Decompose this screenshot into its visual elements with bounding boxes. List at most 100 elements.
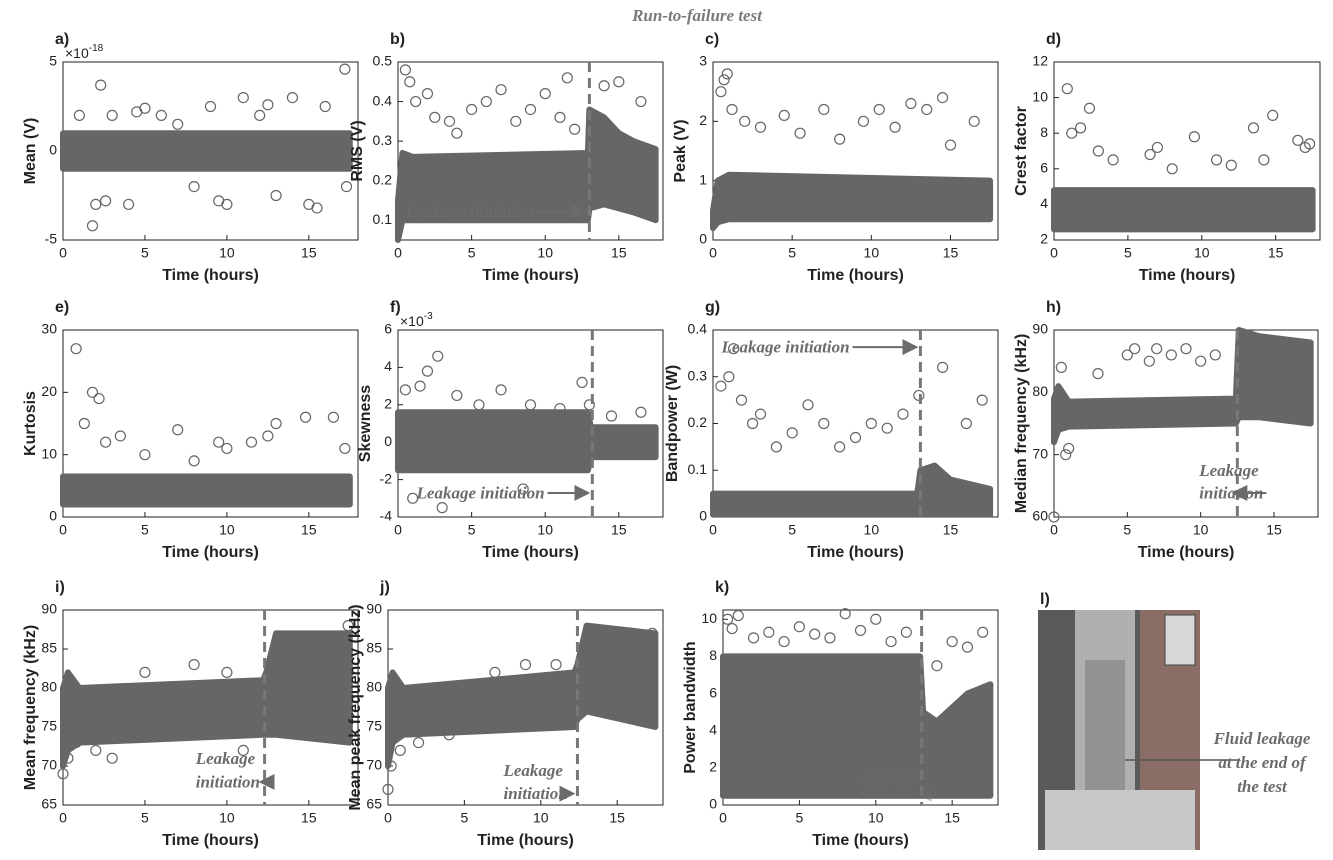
x-tick-label: 5: [468, 245, 476, 261]
y-tick-label: 6: [1040, 160, 1048, 176]
dense-band: [60, 473, 353, 508]
point: [339, 442, 351, 455]
point: [735, 394, 748, 406]
y-tick-label: 70: [1032, 445, 1048, 461]
point: [857, 115, 870, 127]
point: [473, 399, 485, 411]
y-tick-label: 3: [699, 53, 707, 69]
x-tick-label: 5: [1124, 245, 1132, 261]
dense-band: [710, 171, 994, 232]
point: [561, 72, 573, 84]
y-tick-label: 20: [41, 383, 57, 399]
point: [1151, 343, 1163, 355]
x-axis-label: Time (hours): [477, 832, 574, 849]
point: [554, 111, 566, 123]
point: [793, 621, 805, 633]
x-tick-label: 10: [533, 810, 549, 826]
point: [727, 343, 740, 355]
chart-panel: 0 5 10 15 60 70 80 90 h) Time (hours) Median frequ…: [1013, 299, 1319, 561]
x-tick-label: 5: [788, 245, 796, 261]
chart-panel: 0 5 10 15 0 0.1 0.2 0.3 0.4 g) Time (hours) Bandpow…: [664, 299, 999, 561]
point: [885, 635, 897, 648]
point: [340, 181, 353, 193]
annotation: initiation: [504, 784, 568, 803]
point: [1292, 134, 1304, 146]
point: [443, 115, 456, 127]
point: [139, 666, 151, 679]
x-axis-label: Time (hours): [482, 267, 579, 284]
point: [385, 760, 397, 772]
point: [1061, 83, 1073, 95]
point: [865, 417, 877, 430]
point: [635, 95, 647, 108]
point: [106, 752, 118, 764]
chart-panel: 0 5 10 15 65 70 75 80 85 90 i) Time (hours) Mean fre…: [22, 579, 359, 849]
photo-caption: the test: [1237, 777, 1288, 796]
annotation: initiation: [861, 784, 925, 803]
point: [407, 492, 419, 504]
y-axis-label: Kurtosis: [22, 391, 39, 456]
y-tick-label: 65: [366, 796, 382, 812]
y-tick-label: 5: [49, 53, 57, 69]
point: [262, 99, 274, 111]
y-tick-label: 10: [1032, 88, 1048, 104]
point: [70, 736, 82, 749]
dense-band: [395, 409, 659, 474]
y-axis-label: RMS (V): [349, 120, 366, 181]
point: [1092, 145, 1104, 157]
point: [495, 84, 507, 96]
x-tick-label: 0: [719, 810, 727, 826]
point: [554, 402, 566, 415]
panel-label: i): [55, 579, 65, 596]
point: [399, 384, 411, 396]
point: [747, 632, 760, 644]
point: [327, 411, 340, 423]
y-tick-label: 0: [699, 231, 707, 247]
x-tick-label: 10: [1194, 245, 1210, 261]
point: [1143, 355, 1155, 367]
x-tick-label: 15: [1268, 245, 1284, 261]
point: [870, 613, 882, 625]
point: [605, 410, 618, 422]
chart-panel: 0 5 10 15 0 10 20 30 e) Time (hours) Kurtosis: [22, 299, 359, 561]
y-tick-label: 80: [41, 679, 57, 695]
x-tick-label: 15: [611, 245, 627, 261]
point: [100, 436, 112, 448]
x-tick-label: 15: [609, 810, 625, 826]
point: [421, 365, 434, 377]
point: [70, 343, 82, 355]
panel-label: f): [390, 299, 401, 316]
point: [635, 406, 647, 418]
x-tick-label: 15: [943, 245, 959, 261]
y-tick-label: 0: [49, 142, 57, 158]
y-tick-label: 2: [699, 112, 707, 128]
point: [62, 752, 74, 764]
photo-caption: Fluid leakage: [1213, 729, 1311, 748]
dense-band: [1051, 327, 1314, 446]
point: [319, 100, 331, 113]
point: [1304, 138, 1316, 150]
y-tick-label: 2: [384, 396, 392, 412]
point: [188, 181, 200, 193]
point: [824, 632, 836, 644]
point: [131, 106, 143, 118]
point: [723, 371, 735, 383]
x-tick-label: 15: [301, 245, 317, 261]
x-tick-label: 0: [384, 810, 392, 826]
y-tick-label: 90: [366, 601, 382, 617]
point: [746, 417, 759, 430]
y-tick-label: 0: [49, 508, 57, 524]
y-tick-label: 0.1: [373, 211, 393, 227]
point: [1074, 122, 1087, 134]
multiplier-exponent: -18: [89, 43, 104, 54]
point: [410, 95, 422, 108]
y-axis-label: Mean (V): [22, 118, 39, 185]
panel-label: j): [379, 579, 390, 596]
point: [254, 109, 266, 122]
point: [961, 641, 974, 653]
point: [414, 380, 426, 392]
point: [213, 195, 225, 207]
annotation: Leakage: [195, 749, 256, 768]
panel-label: a): [55, 31, 69, 48]
